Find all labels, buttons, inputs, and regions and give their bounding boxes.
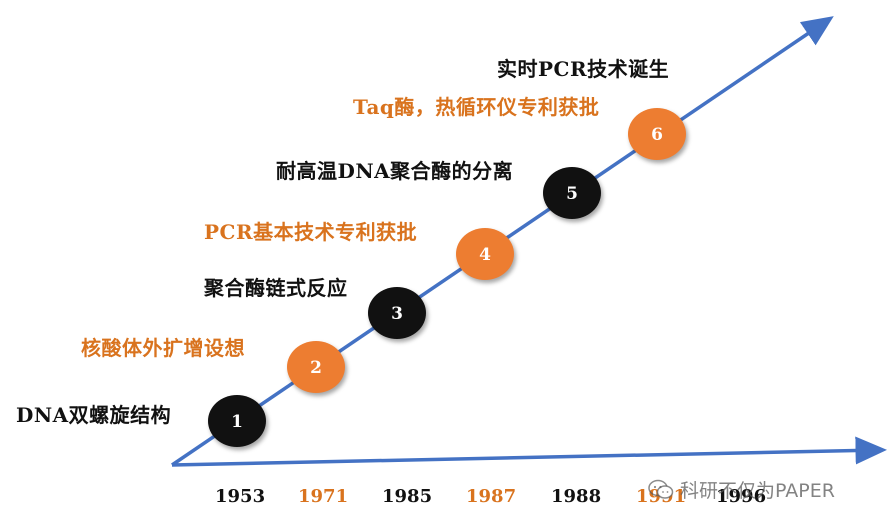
year-label-1996: 1996: [716, 486, 767, 507]
milestone-node-3: 3: [368, 287, 426, 339]
node-circle: [543, 167, 601, 219]
year-label-1987: 1987: [466, 486, 517, 507]
year-label-1988: 1988: [551, 486, 602, 507]
year-label-1953: 1953: [215, 486, 266, 507]
node-number: 4: [479, 245, 491, 265]
node-number: 2: [310, 358, 322, 378]
milestone-nodes: 1 2 3 4 5 6: [208, 108, 686, 447]
milestone-node-5: 5: [543, 167, 601, 219]
milestone-label-dna-double-helix: DNA双螺旋结构: [16, 403, 172, 427]
wechat-icon: [648, 479, 674, 501]
milestone-node-1: 1: [208, 395, 266, 447]
baseline-axis-arrow: [171, 436, 887, 467]
milestone-node-4: 4: [456, 228, 514, 280]
node-circle: [628, 108, 686, 160]
node-circle: [368, 287, 426, 339]
node-number: 1: [231, 412, 243, 432]
milestone-label-real-time-pcr: 实时PCR技术诞生: [497, 57, 670, 81]
year-label-1985: 1985: [382, 486, 433, 507]
milestone-label-nucleic-acid-amplification-idea: 核酸体外扩增设想: [81, 336, 245, 360]
node-number: 6: [651, 125, 663, 145]
milestone-node-2: 2: [287, 341, 345, 393]
node-circle: [456, 228, 514, 280]
milestone-label-pcr-patent: PCR基本技术专利获批: [204, 220, 418, 244]
milestone-label-taq-thermocycler-patent: Taq酶，热循环仪专利获批: [353, 95, 600, 119]
milestone-label-polymerase-chain-reaction: 聚合酶链式反应: [204, 276, 348, 300]
watermark: 科研不仅为PAPER: [648, 476, 835, 503]
watermark-text: 科研不仅为PAPER: [680, 480, 835, 502]
year-label-1971: 1971: [298, 486, 349, 507]
node-number: 3: [391, 304, 403, 324]
milestone-label-thermostable-polymerase: 耐高温DNA聚合酶的分离: [276, 159, 514, 183]
node-number: 5: [566, 184, 578, 204]
node-circle: [208, 395, 266, 447]
node-circle: [287, 341, 345, 393]
milestone-node-6: 6: [628, 108, 686, 160]
